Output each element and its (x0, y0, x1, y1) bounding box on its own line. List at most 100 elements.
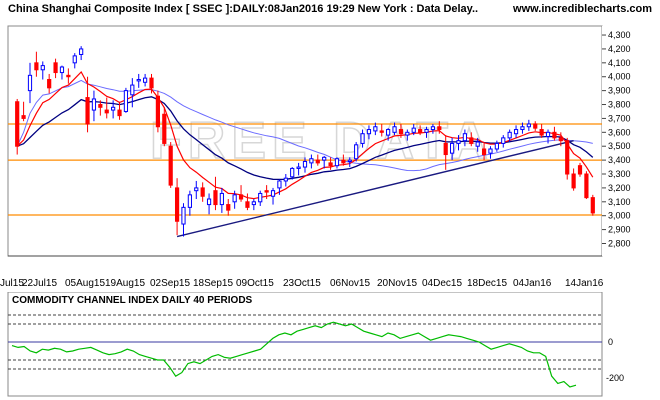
candle-body (117, 109, 122, 117)
candle-body (168, 145, 173, 186)
candle-body (424, 129, 429, 133)
candle-body (379, 130, 384, 133)
candle-body (34, 62, 39, 71)
candle-body (238, 194, 244, 200)
chart-title: China Shanghai Composite Index [ SSEC ]:… (8, 3, 479, 15)
y-tick-label: 3,300 (608, 169, 631, 179)
candle-body (334, 158, 340, 167)
candle-body (507, 131, 512, 139)
candle-body (552, 131, 557, 139)
candle-body (386, 129, 391, 136)
candle-body (270, 190, 276, 197)
price-chart[interactable]: FREE DATA2,8002,9003,0003,1003,2003,3003… (0, 18, 660, 292)
x-tick-label: 05Aug15 (65, 278, 105, 289)
candle-body (469, 137, 474, 144)
candle-body (251, 201, 256, 206)
x-tick-label: 18Sep15 (193, 278, 233, 289)
candle-body (53, 62, 58, 74)
candle-body (526, 123, 531, 128)
x-tick-label: 06Nov15 (330, 278, 370, 289)
x-tick-label: 20Nov15 (377, 278, 417, 289)
candle-body (136, 79, 141, 82)
candle-body (155, 95, 161, 128)
x-tick-label: 04Dec15 (422, 278, 462, 289)
candle-body (213, 190, 218, 206)
candle-body (558, 137, 563, 142)
y-tick-label: 3,800 (608, 100, 631, 110)
candle-body (392, 126, 397, 133)
ma-slow-line (16, 79, 593, 172)
price-axis-band (602, 26, 652, 256)
candle-body (449, 142, 455, 154)
candle-body (245, 201, 250, 208)
y-tick-label: 4,100 (608, 58, 631, 68)
candle-body (302, 160, 308, 168)
candle-body (264, 190, 269, 193)
y-tick-label: 3,100 (608, 197, 631, 207)
x-tick-label: 18Dec15 (467, 278, 507, 289)
candle-body (98, 104, 103, 108)
candle-body (322, 156, 327, 161)
candle-body (411, 127, 416, 133)
candle-body (174, 187, 180, 222)
candle-body (462, 133, 467, 142)
candle-body (219, 192, 224, 206)
y-tick-label: 3,400 (608, 155, 631, 165)
y-tick-label: 3,900 (608, 86, 631, 96)
candle-body (130, 84, 135, 96)
candle-body (66, 74, 71, 78)
candle-body (258, 192, 263, 203)
y-tick-label: 4,000 (608, 72, 631, 82)
candle-body (341, 159, 346, 164)
candle-body (398, 129, 404, 135)
candle-body (437, 126, 442, 131)
candle-body (481, 148, 487, 156)
candle-body (373, 126, 378, 132)
candle-body (501, 137, 506, 144)
cci-plot-area (7, 292, 603, 397)
chart-header: China Shanghai Composite Index [ SSEC ]:… (0, 0, 660, 20)
candle-body (328, 162, 333, 167)
candle-body (475, 141, 480, 147)
candle-body (296, 166, 301, 169)
y-tick-label: 3,700 (608, 113, 631, 123)
candle-body (194, 187, 199, 192)
cci-chart[interactable]: COMMODITY CHANNEL INDEX DAILY 40 PERIODS… (0, 292, 660, 400)
site-url[interactable]: www.incrediblecharts.com (513, 3, 652, 15)
candle-body (59, 66, 65, 74)
x-tick-label: 02Sep15 (150, 278, 190, 289)
y-tick-label: 4,200 (608, 44, 631, 54)
x-tick-label: 14Jan16 (565, 278, 604, 289)
candle-body (200, 187, 205, 197)
candle-body (488, 148, 493, 154)
candle-body (309, 158, 314, 164)
candle-body (347, 159, 352, 162)
candle-body (206, 198, 212, 206)
candle-body (520, 126, 525, 131)
x-tick-label: 23Oct15 (283, 278, 321, 289)
candle-body (405, 131, 410, 136)
candle-body (143, 77, 148, 83)
y-tick-label: 3,500 (608, 141, 631, 151)
candle-body (584, 173, 589, 199)
candle-body (366, 129, 372, 135)
y-tick-label: 3,000 (608, 211, 631, 221)
cci-line (11, 321, 577, 388)
candle-body (123, 90, 129, 112)
x-tick-label: 22Jul15 (22, 278, 57, 289)
candle-body (315, 159, 320, 164)
candle-body (232, 194, 237, 203)
cci-title: COMMODITY CHANNEL INDEX DAILY 40 PERIODS (12, 295, 253, 306)
y-tick-label: 3,200 (608, 183, 631, 193)
candle-body (513, 129, 519, 135)
candle-body (283, 177, 288, 182)
candle-body (277, 180, 282, 189)
candle-body (565, 140, 570, 175)
cci-y-tick-label: -200 (606, 373, 624, 383)
candle-body (85, 97, 90, 125)
trendline (176, 139, 574, 238)
candle-body (79, 48, 84, 55)
x-tick-label: 04Jan16 (513, 278, 552, 289)
cci-y-tick-label: 0 (608, 337, 613, 347)
x-tick-label: Jul15 (0, 278, 24, 289)
